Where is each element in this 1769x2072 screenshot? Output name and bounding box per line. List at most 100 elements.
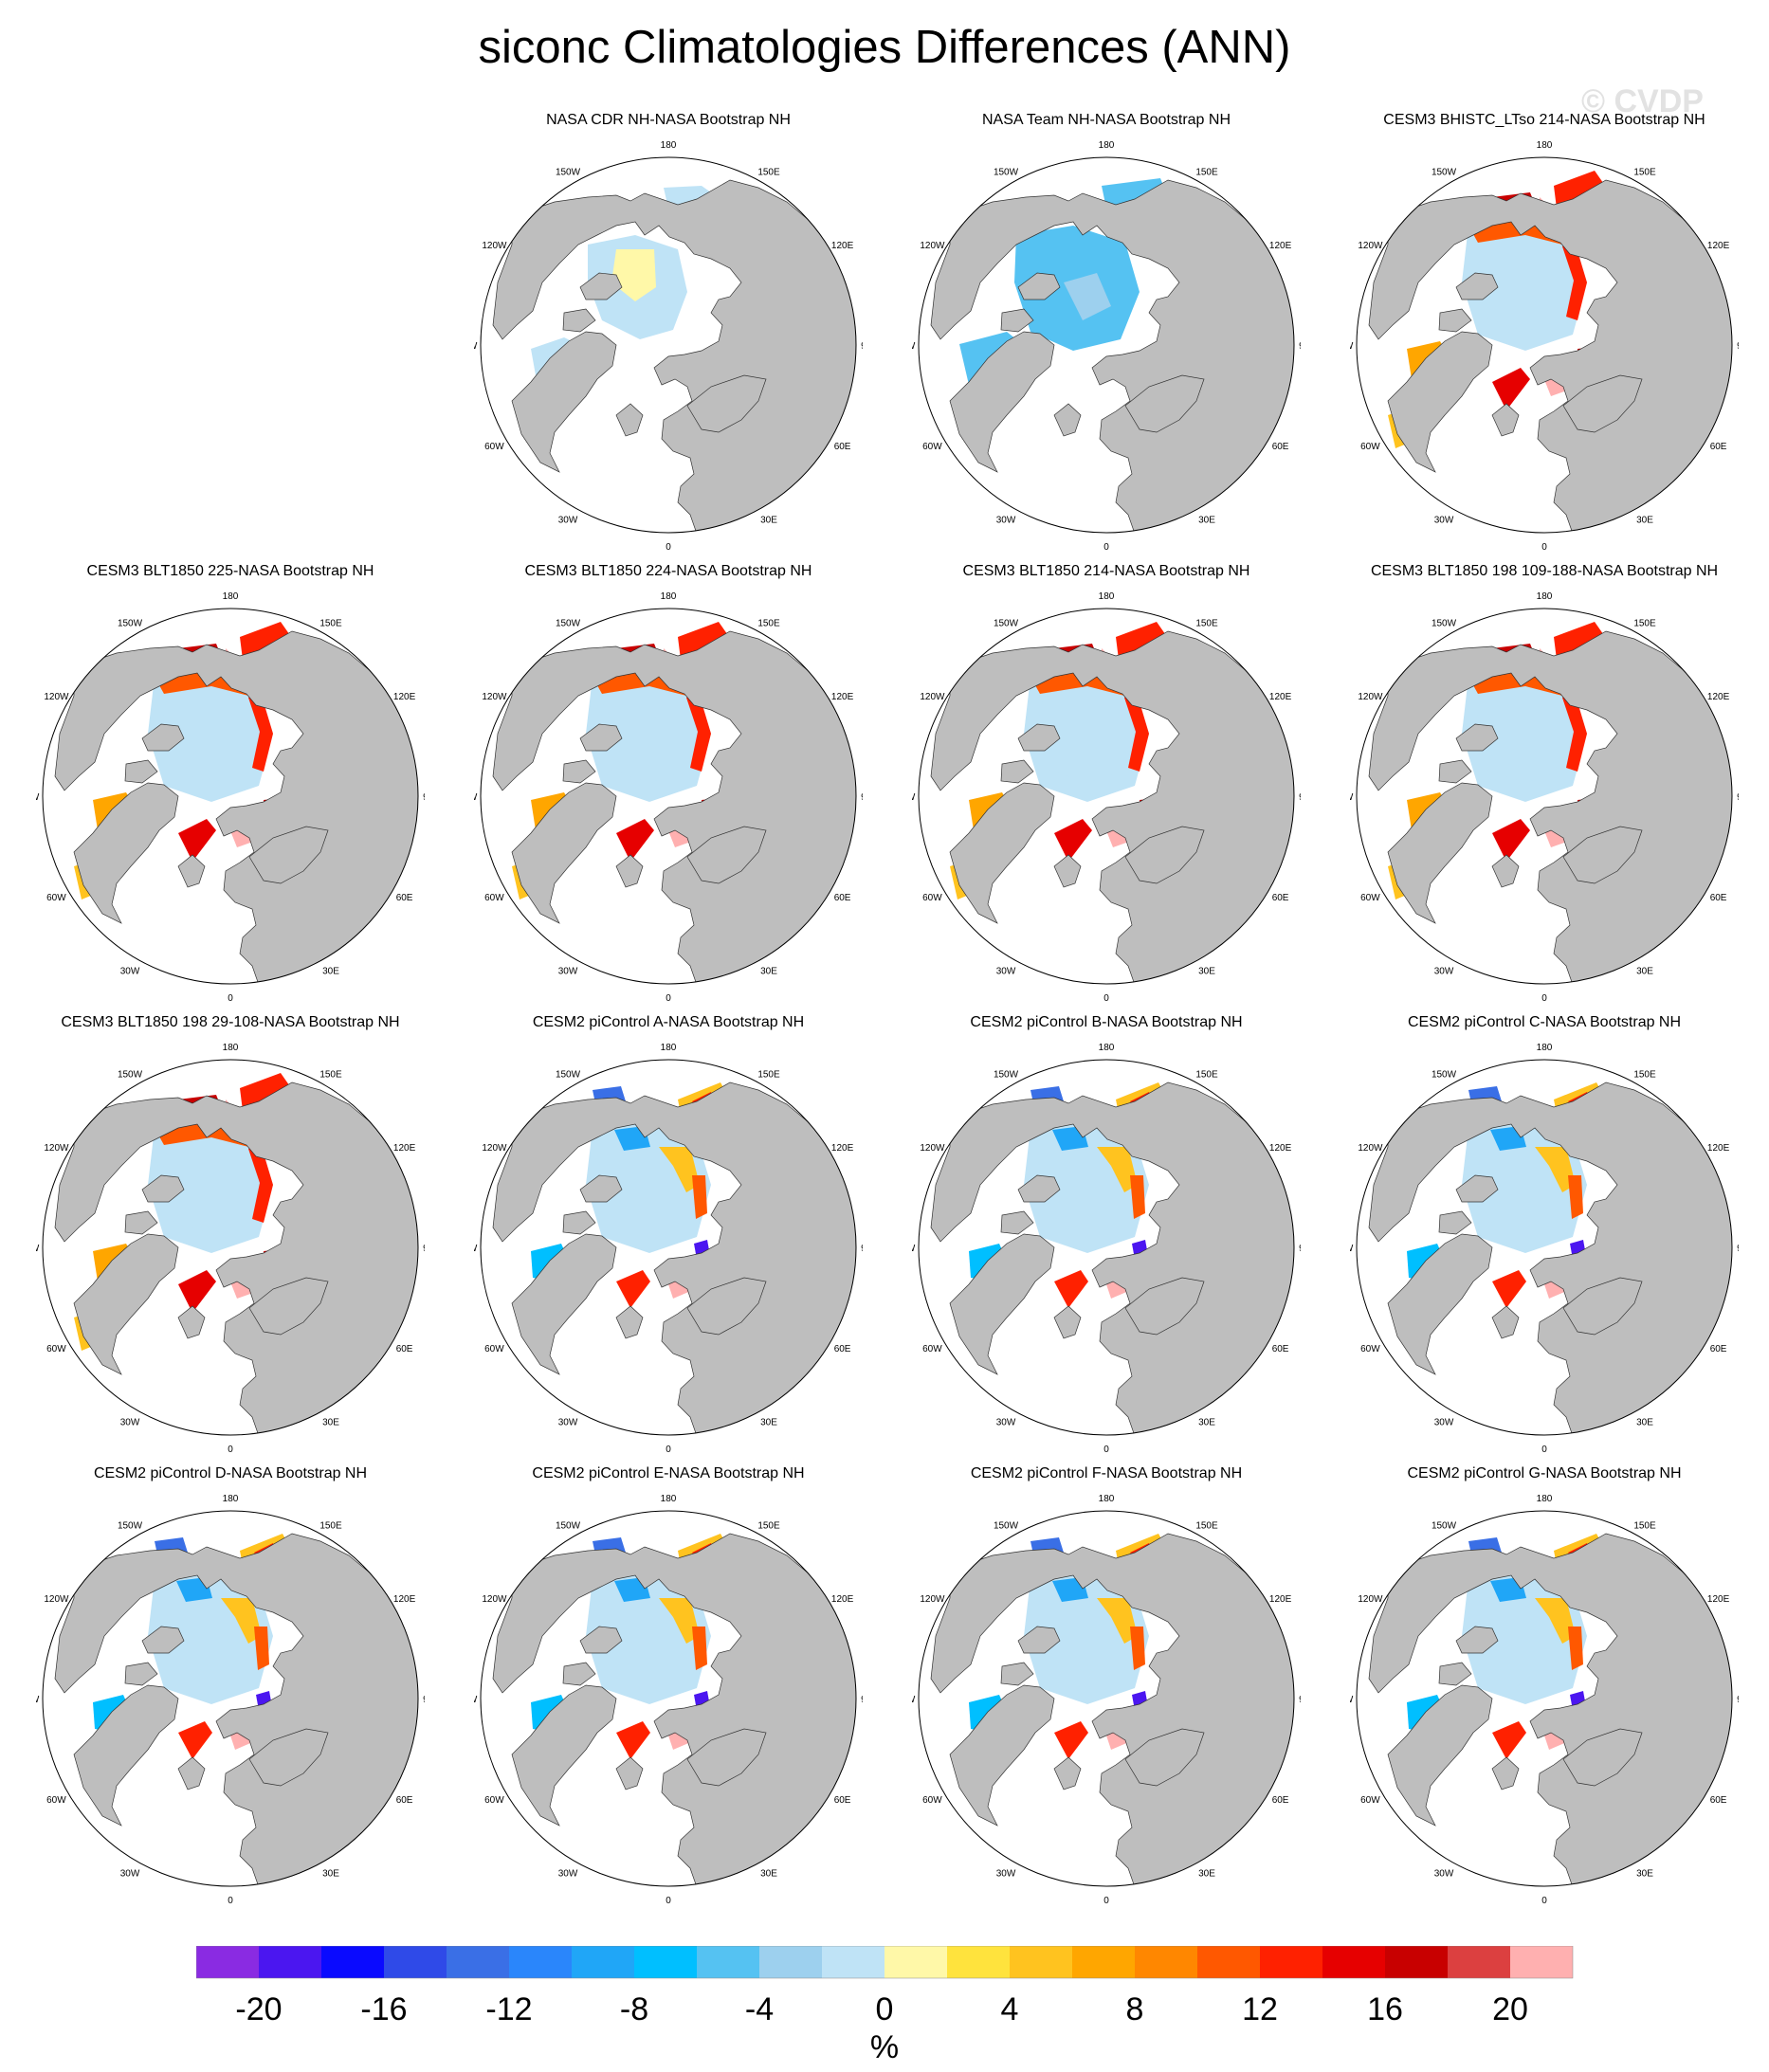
longitude-label: 120E xyxy=(1707,692,1730,702)
land-shape xyxy=(73,782,179,924)
sea-ice-patch xyxy=(616,1721,650,1759)
longitude-label: 30E xyxy=(1636,967,1653,977)
longitude-label: 150E xyxy=(1633,1520,1656,1531)
land-shape xyxy=(615,403,644,437)
land-mask xyxy=(54,630,418,984)
sea-ice-patch xyxy=(659,1147,700,1192)
land-shape xyxy=(562,1662,596,1686)
land-shape xyxy=(615,854,644,888)
longitude-label: 150E xyxy=(757,167,780,177)
longitude-label: 150W xyxy=(994,167,1019,177)
land-shape xyxy=(1387,331,1493,473)
longitude-label: 90W xyxy=(474,341,478,352)
longitude-label: 180 xyxy=(661,1494,677,1504)
polar-map: 0 30E 60E 90E 120E 150E 180 150W 120W 90W 60W 30W xyxy=(474,1494,863,1906)
longitude-label: 90W xyxy=(912,1695,916,1705)
land-mask xyxy=(492,179,856,533)
sea-ice-patch xyxy=(686,686,711,772)
land-mask xyxy=(1368,1533,1732,1886)
colorbar-tick-label: -8 xyxy=(620,1991,648,2027)
land-shape xyxy=(124,1210,158,1235)
longitude-label: 120W xyxy=(920,241,945,251)
land-shape xyxy=(1438,759,1472,784)
longitude-label: 90W xyxy=(474,792,478,803)
map-panel: CESM3 BLT1850 225-NASA Bootstrap NH 0 30E 6… xyxy=(9,563,451,1014)
longitude-label: 150E xyxy=(1195,1069,1218,1080)
longitude-label: 150E xyxy=(757,618,780,628)
sea-ice-patch xyxy=(1124,686,1149,772)
colorbar-swatch xyxy=(634,1946,697,1978)
longitude-label: 60W xyxy=(1360,442,1380,452)
longitude-label: 60E xyxy=(1272,1344,1289,1354)
sea-ice-patch xyxy=(161,681,260,783)
sea-ice-patch xyxy=(178,1270,216,1313)
longitude-label: 30E xyxy=(1198,1869,1215,1880)
land-shape xyxy=(1124,374,1205,433)
longitude-label: 30E xyxy=(760,1418,777,1428)
sea-ice-patch xyxy=(599,681,698,783)
colorbar-tick-label: 16 xyxy=(1367,1991,1403,2027)
panel-title: CESM2 piControl A-NASA Bootstrap NH xyxy=(532,1014,805,1030)
colorbar-swatch xyxy=(884,1946,947,1978)
sea-ice-patch xyxy=(178,819,216,862)
longitude-label: 90E xyxy=(1737,1695,1739,1705)
land-shape xyxy=(1368,630,1732,984)
sea-ice-patch xyxy=(1492,368,1530,410)
land-shape xyxy=(1438,308,1472,333)
map-boundary xyxy=(1356,1510,1733,1887)
longitude-label: 150E xyxy=(757,1069,780,1080)
map-panel: CESM3 BLT1850 224-NASA Bootstrap NH 0 30E 6… xyxy=(447,563,889,1014)
land-shape xyxy=(579,272,623,300)
colorbar-tick-label: -16 xyxy=(360,1991,407,2027)
land-shape xyxy=(1491,403,1520,437)
colorbar-swatch xyxy=(697,1946,759,1978)
longitude-label: 180 xyxy=(1099,591,1115,602)
sea-ice-patch xyxy=(616,1270,650,1308)
land-shape xyxy=(615,1756,644,1790)
longitude-label: 30E xyxy=(322,1418,339,1428)
longitude-label: 30W xyxy=(120,1418,140,1428)
longitude-label: 150W xyxy=(556,167,581,177)
land-shape xyxy=(492,1081,856,1435)
longitude-label: 60W xyxy=(484,1344,504,1354)
land-shape xyxy=(579,723,623,752)
map-panel: CESM2 piControl B-NASA Bootstrap NH 0 30E 6… xyxy=(885,1014,1327,1465)
sea-ice-patch xyxy=(1097,1598,1138,1644)
land-shape xyxy=(1455,1174,1499,1203)
colorbar-tick-label: 4 xyxy=(1001,1991,1019,2027)
longitude-label: 60W xyxy=(1360,1795,1380,1806)
land-shape xyxy=(1562,374,1643,433)
land-shape xyxy=(141,723,185,752)
map-panel: CESM2 piControl E-NASA Bootstrap NH 0 30E 6… xyxy=(447,1465,889,1917)
land-shape xyxy=(1387,1684,1493,1827)
longitude-label: 120W xyxy=(920,692,945,702)
longitude-label: 120W xyxy=(482,692,507,702)
sea-ice-patch xyxy=(1130,1627,1145,1670)
longitude-label: 120W xyxy=(482,1143,507,1154)
longitude-label: 90E xyxy=(423,792,425,803)
sea-ice-patch xyxy=(221,1598,262,1644)
land-shape xyxy=(177,1305,206,1339)
polar-map: 0 30E 60E 90E 120E 150E 180 150W 120W 90W 60W 30W xyxy=(912,140,1301,553)
longitude-label: 60W xyxy=(922,1344,942,1354)
colorbar: -20 -16 -12 -8 -4 0 4 8 12 16 20% xyxy=(196,1946,1574,2065)
map-panel: NASA CDR NH-NASA Bootstrap NH 0 30E 60E 90E 1… xyxy=(447,112,889,563)
longitude-label: 60E xyxy=(834,442,851,452)
longitude-label: 90E xyxy=(1737,341,1739,352)
sea-ice-patch xyxy=(1492,1270,1526,1308)
land-shape xyxy=(1017,1626,1061,1654)
land-shape xyxy=(177,854,206,888)
longitude-label: 150W xyxy=(1432,167,1457,177)
colorbar-tick-label: -12 xyxy=(485,1991,532,2027)
longitude-label: 120E xyxy=(1269,241,1292,251)
colorbar-tick-label: -4 xyxy=(745,1991,774,2027)
longitude-label: 150E xyxy=(319,1520,342,1531)
colorbar-tick-label: 0 xyxy=(876,1991,894,2027)
panel-title: CESM3 BHISTC_LTso 214-NASA Bootstrap NH xyxy=(1383,112,1705,128)
longitude-label: 60E xyxy=(1272,442,1289,452)
longitude-label: 120E xyxy=(1707,1594,1730,1605)
land-shape xyxy=(686,826,767,884)
land-shape xyxy=(1562,1728,1643,1787)
land-shape xyxy=(1438,1210,1472,1235)
land-shape xyxy=(124,759,158,784)
